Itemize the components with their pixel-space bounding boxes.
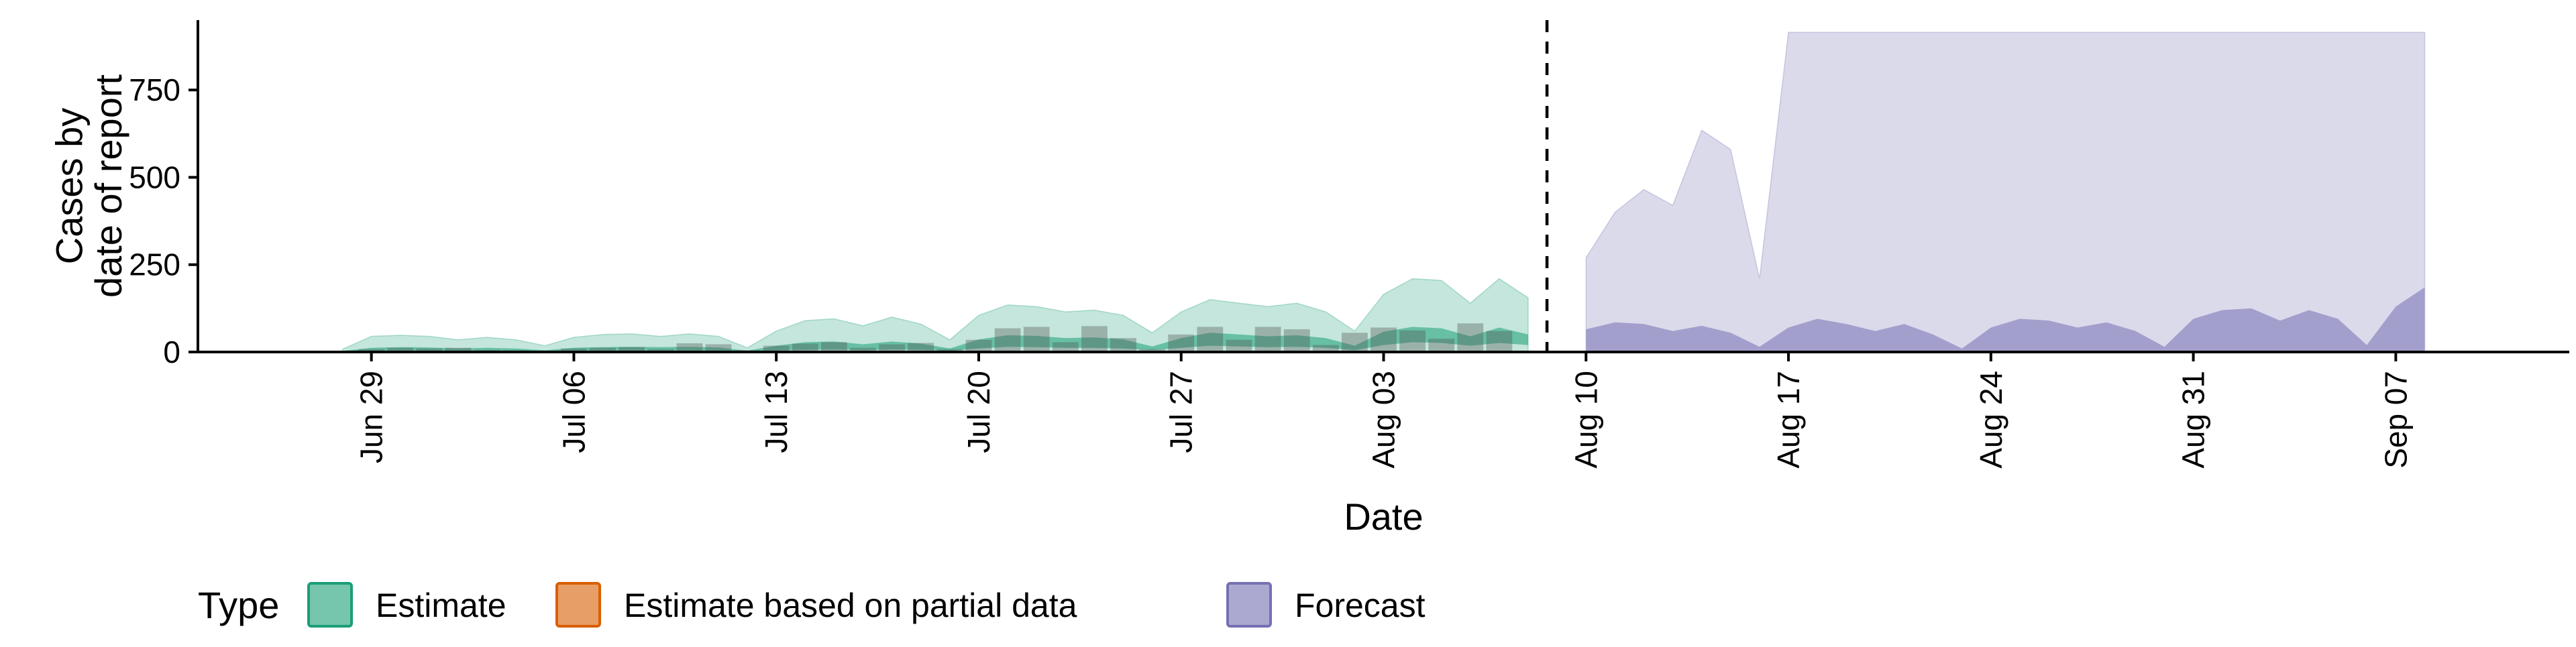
y-tick-label: 0: [163, 335, 180, 369]
observed-bar: [1110, 338, 1136, 352]
x-tick-label: Jul 27: [1164, 371, 1199, 453]
x-tick-label: Jul 06: [556, 371, 591, 453]
observed-bar: [1312, 345, 1339, 352]
observed-bar: [1023, 327, 1050, 352]
observed-bar: [792, 343, 818, 352]
x-tick-label: Jun 29: [354, 371, 389, 463]
observed-bar: [561, 348, 587, 352]
legend: Type Estimate Estimate based on partial da…: [198, 582, 1426, 628]
forecast-outer-band: [1585, 32, 2426, 353]
x-axis-title: Date: [1344, 495, 1423, 538]
axes: 0 250 500 750 Jun 29 Jul 06 Jul 13 Jul 20 Jul 27…: [48, 20, 2569, 538]
observed-bar: [994, 328, 1021, 352]
y-tick-label: 750: [129, 72, 180, 107]
observed-bar: [445, 347, 472, 352]
y-axis-title: Cases bydate of report: [48, 74, 129, 298]
y-tick-label: 500: [129, 160, 180, 194]
observed-bar: [387, 347, 414, 352]
observed-bar: [965, 339, 992, 352]
observed-bars: [358, 323, 1570, 352]
observed-bar: [1486, 331, 1513, 352]
legend-key: [555, 582, 601, 628]
observed-bar: [619, 347, 645, 352]
observed-bar: [647, 349, 674, 352]
observed-bar: [1081, 326, 1108, 352]
legend-label: Estimate based on partial data: [624, 587, 1077, 624]
observed-bar: [1371, 327, 1397, 352]
observed-bar: [936, 349, 963, 352]
observed-bar: [1457, 323, 1484, 352]
legend-title: Type: [198, 584, 279, 626]
observed-bar: [908, 343, 934, 352]
observed-bar: [821, 342, 847, 352]
x-tick-label: Aug 10: [1568, 371, 1603, 469]
observed-bar: [1399, 330, 1426, 352]
observed-bar: [1168, 334, 1195, 352]
x-tick-label: Aug 03: [1366, 371, 1401, 469]
x-tick-label: Sep 07: [2378, 371, 2413, 469]
observed-bar: [1197, 327, 1224, 352]
y-axis-title-line: date of report: [87, 74, 129, 298]
legend-key: [307, 582, 353, 628]
y-tick-label: 250: [129, 247, 180, 282]
x-tick-label: Jul 13: [759, 371, 794, 453]
observed-bar: [1283, 329, 1310, 352]
legend-key: [1226, 582, 1272, 628]
y-axis-title-line: Cases by: [48, 108, 90, 264]
x-tick-label: Jul 20: [961, 371, 996, 453]
observed-bar: [676, 343, 703, 352]
x-tick-label: Aug 17: [1771, 371, 1806, 469]
x-tick-label: Aug 31: [2176, 371, 2211, 469]
observed-bar: [1226, 339, 1252, 352]
uncertainty-bands: [341, 32, 2426, 353]
observed-bar: [1428, 339, 1455, 352]
forecast-inner-band: [1586, 287, 2425, 352]
legend-label: Estimate: [376, 587, 506, 624]
observed-bar: [850, 347, 876, 352]
observed-bar: [590, 347, 616, 352]
observed-bar: [705, 344, 732, 352]
observed-bar: [763, 345, 790, 352]
observed-bar: [358, 349, 385, 352]
observed-bar: [1254, 327, 1281, 352]
estimate-inner-band: [342, 327, 1528, 352]
x-tick-label: Aug 24: [1974, 371, 2008, 469]
legend-label: Forecast: [1295, 587, 1426, 624]
observed-bar: [1139, 349, 1165, 352]
observed-bar: [416, 348, 443, 352]
observed-bar: [1052, 342, 1079, 352]
observed-bar: [1342, 333, 1368, 352]
observed-bar: [879, 344, 905, 352]
